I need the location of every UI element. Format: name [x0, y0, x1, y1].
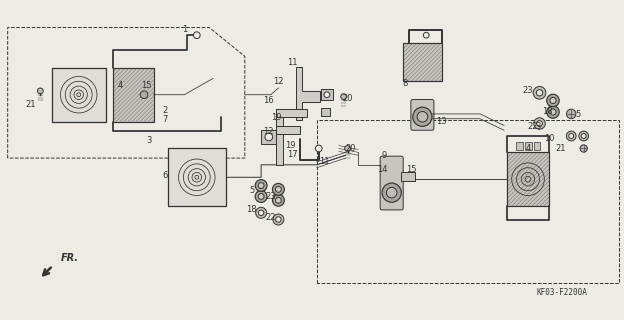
Circle shape: [550, 97, 556, 104]
Text: 11: 11: [319, 157, 329, 166]
Circle shape: [534, 118, 545, 129]
Bar: [403, 43, 442, 81]
Circle shape: [568, 133, 573, 139]
Text: 6: 6: [162, 171, 168, 180]
Circle shape: [193, 32, 200, 38]
Circle shape: [140, 91, 148, 99]
Circle shape: [581, 133, 586, 139]
Circle shape: [547, 94, 559, 107]
Circle shape: [265, 133, 273, 141]
Circle shape: [255, 180, 267, 191]
Bar: [525, 142, 532, 150]
Bar: [534, 142, 540, 150]
Circle shape: [550, 109, 556, 115]
Circle shape: [324, 92, 329, 98]
Text: 12: 12: [273, 77, 284, 86]
Text: 23: 23: [265, 192, 276, 201]
Circle shape: [344, 146, 351, 151]
Circle shape: [547, 106, 559, 118]
Text: 19: 19: [285, 141, 295, 150]
Text: 22: 22: [527, 122, 538, 131]
Text: 10: 10: [544, 134, 554, 143]
Circle shape: [580, 145, 587, 152]
Bar: [517, 142, 523, 150]
Circle shape: [413, 107, 432, 126]
Bar: [114, 68, 154, 122]
Circle shape: [537, 90, 543, 96]
Text: 21: 21: [555, 144, 566, 153]
Text: 15: 15: [140, 81, 151, 90]
Circle shape: [273, 214, 284, 225]
Text: 14: 14: [377, 165, 388, 174]
Polygon shape: [296, 67, 319, 120]
Text: 18: 18: [246, 205, 257, 214]
Text: 20: 20: [343, 94, 353, 103]
Text: 23: 23: [523, 86, 534, 95]
Text: 12: 12: [263, 127, 274, 136]
Bar: [261, 130, 276, 144]
Circle shape: [567, 131, 576, 141]
Text: 22: 22: [265, 213, 276, 222]
Circle shape: [417, 112, 427, 122]
Circle shape: [386, 188, 397, 198]
Text: 3: 3: [146, 136, 152, 145]
Text: 11: 11: [288, 58, 298, 67]
Text: 5: 5: [249, 186, 254, 195]
Circle shape: [273, 194, 285, 206]
Circle shape: [275, 197, 281, 203]
Bar: [507, 152, 549, 206]
FancyBboxPatch shape: [380, 156, 403, 210]
Circle shape: [382, 183, 401, 202]
Text: 8: 8: [402, 79, 408, 88]
Text: 2: 2: [162, 106, 168, 115]
Text: 1: 1: [182, 25, 187, 34]
Bar: [321, 108, 330, 116]
Text: 4: 4: [117, 81, 123, 90]
Text: 16: 16: [263, 96, 274, 105]
Circle shape: [567, 109, 576, 119]
Circle shape: [276, 217, 281, 222]
Text: 15: 15: [406, 165, 416, 174]
Polygon shape: [276, 109, 307, 117]
Text: 9: 9: [381, 151, 387, 160]
Polygon shape: [276, 126, 300, 134]
Text: 3: 3: [535, 122, 540, 131]
Circle shape: [256, 207, 266, 218]
Circle shape: [537, 121, 542, 126]
Bar: [168, 148, 226, 206]
FancyBboxPatch shape: [411, 100, 434, 130]
Text: 4: 4: [525, 144, 530, 153]
Circle shape: [579, 131, 588, 141]
Circle shape: [423, 32, 429, 38]
Bar: [321, 89, 333, 100]
Text: 21: 21: [26, 100, 36, 109]
Circle shape: [258, 210, 264, 216]
Circle shape: [315, 145, 322, 152]
Circle shape: [533, 86, 546, 99]
Bar: [52, 68, 105, 122]
Circle shape: [255, 190, 267, 203]
Text: 17: 17: [288, 150, 298, 159]
Text: 13: 13: [436, 117, 447, 126]
Circle shape: [258, 183, 264, 188]
Circle shape: [273, 183, 285, 195]
Text: 20: 20: [345, 144, 356, 153]
Circle shape: [258, 194, 264, 199]
Text: 7: 7: [162, 115, 168, 124]
Circle shape: [275, 187, 281, 192]
Circle shape: [341, 94, 346, 100]
Text: 19: 19: [271, 113, 281, 122]
Bar: [401, 172, 415, 181]
Text: 5: 5: [575, 110, 580, 119]
Circle shape: [37, 88, 43, 94]
Text: 18: 18: [542, 108, 552, 116]
Polygon shape: [276, 109, 283, 165]
Text: FR.: FR.: [61, 253, 79, 263]
Text: KF03-F2200A: KF03-F2200A: [536, 288, 587, 297]
